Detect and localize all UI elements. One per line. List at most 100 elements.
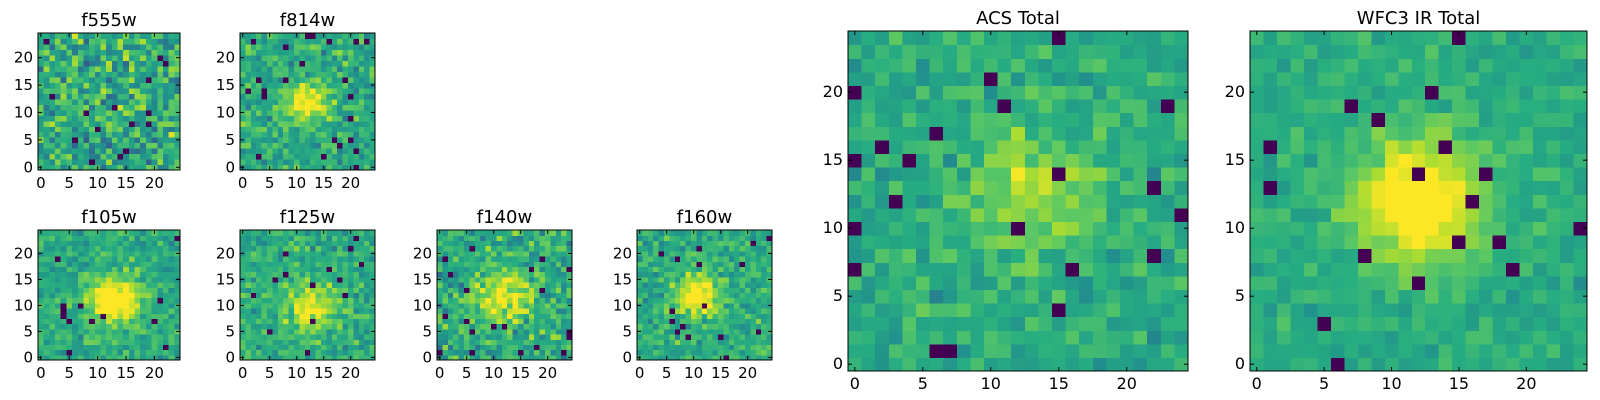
heatmap-cell: [1065, 194, 1080, 209]
heatmap-cell: [261, 164, 268, 171]
heatmap-cell: [1106, 85, 1121, 100]
heatmap-cell: [364, 328, 371, 335]
heatmap-cell: [174, 344, 181, 351]
heatmap-cell: [250, 54, 257, 61]
heatmap-cell: [485, 292, 492, 299]
heatmap-cell: [89, 302, 96, 309]
heatmap-cell: [674, 308, 681, 314]
heatmap-cell: [83, 271, 90, 278]
heatmap-cell: [1344, 248, 1359, 263]
heatmap-cell: [272, 292, 279, 299]
heatmap-cell: [358, 104, 365, 111]
heatmap-cell: [100, 131, 107, 138]
heatmap-cell: [157, 287, 164, 293]
heatmap-cell: [294, 65, 300, 72]
heatmap-cell: [267, 60, 273, 67]
heatmap-cell: [94, 287, 102, 293]
heatmap-cell: [299, 245, 306, 252]
heatmap-cell: [680, 339, 687, 345]
heatmap-cell: [888, 126, 903, 141]
heatmap-cell: [310, 271, 317, 278]
heatmap-cell: [1011, 262, 1026, 277]
heatmap-cell: [1160, 139, 1175, 154]
heatmap-cell: [321, 98, 327, 105]
heatmap-cell: [272, 164, 279, 171]
heatmap-cell: [956, 207, 971, 222]
heatmap-cell: [94, 109, 102, 116]
heatmap-cell: [157, 43, 164, 51]
heatmap-cell: [123, 250, 130, 257]
heatmap-cell: [326, 235, 333, 241]
heatmap-cell: [755, 230, 762, 236]
heatmap-cell: [55, 240, 62, 247]
heatmap-cell: [956, 248, 971, 263]
heatmap-cell: [1120, 153, 1135, 168]
heatmap-cell: [750, 313, 757, 319]
heatmap-cell: [43, 276, 50, 283]
heatmap-cell: [250, 250, 257, 257]
heatmap-cell: [145, 250, 153, 257]
heatmap-cell: [1250, 180, 1265, 195]
heatmap-cell: [1250, 221, 1265, 236]
heatmap-cell: [766, 318, 773, 325]
heatmap-cell: [261, 137, 268, 144]
x-tick-label: 15: [116, 364, 135, 382]
heatmap-cell: [283, 115, 290, 122]
heatmap-cell: [1133, 330, 1148, 345]
heatmap-cell: [250, 98, 257, 105]
heatmap-cell: [464, 339, 470, 345]
heatmap-cell: [89, 164, 96, 171]
heatmap-cell: [267, 148, 273, 155]
heatmap-cell: [888, 167, 903, 182]
heatmap-cell: [1250, 316, 1265, 331]
heatmap-cell: [550, 339, 557, 345]
heatmap-cell: [1452, 207, 1467, 222]
heatmap-cell: [288, 104, 295, 111]
heatmap-cell: [1276, 153, 1292, 168]
heatmap-cell: [848, 207, 863, 222]
heatmap-cell: [1425, 180, 1440, 195]
heatmap-cell: [507, 349, 514, 356]
heatmap-cell: [151, 131, 158, 138]
heatmap-cell: [1038, 99, 1053, 114]
heatmap-cell: [49, 235, 56, 241]
heatmap-cell: [669, 230, 676, 236]
heatmap-cell: [1398, 275, 1413, 290]
heatmap-cell: [321, 282, 327, 288]
heatmap-cell: [43, 302, 50, 309]
heatmap-cell: [664, 235, 670, 241]
heatmap-cell: [956, 153, 971, 168]
heatmap-cell: [728, 302, 735, 309]
heatmap-cell: [1465, 153, 1480, 168]
heatmap-cell: [358, 282, 365, 288]
heatmap-cell: [151, 245, 158, 252]
heatmap-cell: [106, 271, 113, 278]
heatmap-cell: [261, 297, 268, 304]
heatmap-cell: [561, 339, 568, 345]
heatmap-cell: [315, 104, 322, 111]
heatmap-cell: [701, 250, 708, 257]
heatmap-cell: [728, 344, 735, 351]
heatmap-cell: [534, 292, 541, 299]
heatmap-cell: [77, 82, 85, 89]
heatmap-cell: [49, 245, 56, 252]
heatmap-cell: [342, 240, 349, 247]
heatmap-cell: [299, 261, 306, 267]
heatmap-cell: [267, 76, 273, 83]
heatmap-cell: [1133, 194, 1148, 209]
heatmap-cell: [43, 43, 50, 51]
heatmap-cell: [458, 308, 465, 314]
heatmap-cell: [77, 297, 85, 304]
heatmap-cell: [680, 282, 687, 288]
heatmap-cell: [1492, 316, 1507, 331]
heatmap-cell: [1052, 31, 1067, 46]
heatmap-cell: [1479, 167, 1494, 182]
heatmap-cell: [100, 245, 107, 252]
heatmap-cell: [861, 139, 876, 154]
heatmap-cell: [162, 271, 170, 278]
heatmap-cell: [745, 235, 751, 241]
heatmap-cell: [331, 131, 338, 138]
heatmap-cell: [299, 282, 306, 288]
heatmap-cell: [647, 328, 654, 335]
heatmap-cell: [134, 354, 141, 361]
